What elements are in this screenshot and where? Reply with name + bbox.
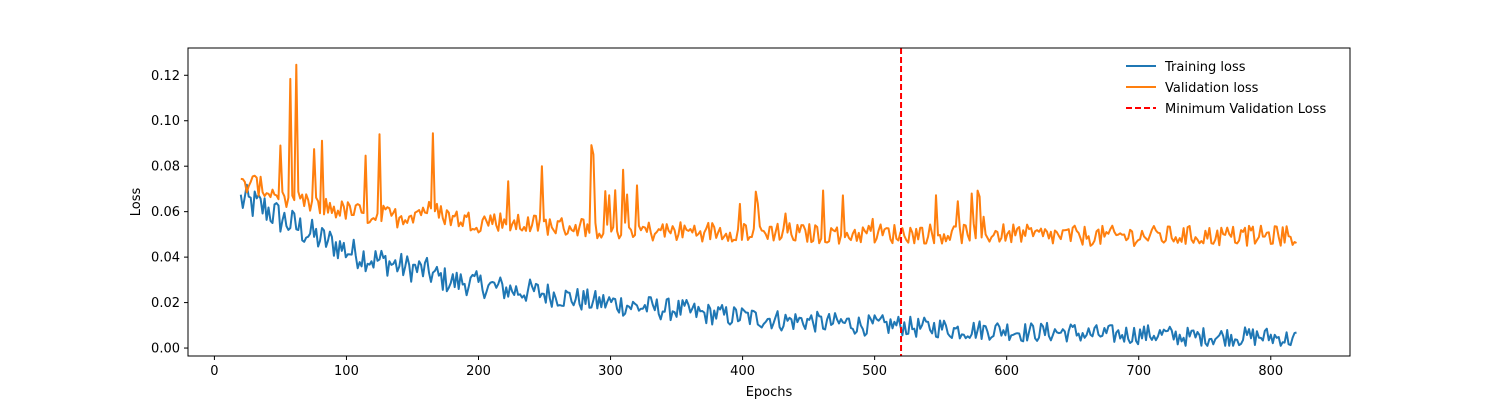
x-tick-label: 500 — [862, 364, 887, 379]
y-tick-label: 0.04 — [151, 251, 180, 266]
y-tick-label: 0.10 — [151, 114, 180, 129]
x-tick-label: 100 — [334, 364, 359, 379]
y-tick-label: 0.00 — [151, 342, 180, 357]
x-axis-label: Epochs — [746, 385, 793, 400]
x-tick-label: 0 — [210, 364, 218, 379]
legend-label-validation: Validation loss — [1165, 81, 1259, 96]
y-tick-label: 0.12 — [151, 69, 180, 84]
y-tick-label: 0.06 — [151, 205, 180, 220]
validation-loss-line — [240, 63, 1297, 247]
legend-label-training: Training loss — [1164, 60, 1246, 75]
y-axis: 0.00 0.02 0.04 0.06 0.08 0.10 0.12 — [151, 69, 188, 357]
y-tick-label: 0.08 — [151, 160, 180, 175]
plot-frame — [187, 47, 1351, 357]
training-loss-line — [239, 183, 1297, 347]
x-tick-label: 300 — [598, 364, 623, 379]
x-axis: 0 100 200 300 400 500 600 700 800 — [210, 356, 1283, 379]
plot-area — [239, 48, 1297, 356]
x-tick-label: 200 — [466, 364, 491, 379]
legend-label-minimum: Minimum Validation Loss — [1165, 102, 1326, 117]
y-axis-label: Loss — [129, 188, 144, 217]
y-tick-label: 0.02 — [151, 296, 180, 311]
x-tick-label: 600 — [994, 364, 1019, 379]
x-tick-label: 400 — [730, 364, 755, 379]
x-tick-label: 700 — [1126, 364, 1151, 379]
legend: Training loss Validation loss Minimum Va… — [1126, 60, 1326, 117]
x-tick-label: 800 — [1258, 364, 1283, 379]
